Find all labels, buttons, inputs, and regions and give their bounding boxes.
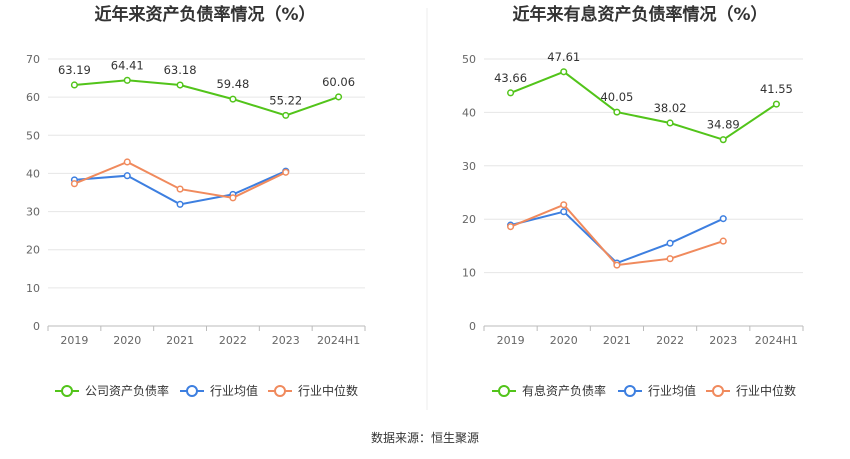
data-point	[666, 239, 674, 247]
y-tick-label: 0	[469, 320, 476, 333]
y-tick-label: 50	[26, 129, 40, 142]
legend-marker	[186, 385, 198, 397]
legend-label[interactable]: 行业均值	[648, 383, 696, 398]
y-tick-label: 20	[26, 244, 40, 257]
data-point	[282, 111, 290, 119]
data-label: 41.55	[760, 82, 793, 96]
y-tick-label: 30	[462, 160, 476, 173]
x-tick-label: 2024H1	[317, 334, 360, 347]
legend-label[interactable]: 行业中位数	[298, 383, 358, 398]
data-point	[123, 172, 131, 180]
y-tick-label: 0	[33, 320, 40, 333]
data-label: 43.66	[494, 71, 527, 85]
data-point	[507, 223, 515, 231]
data-point	[719, 136, 727, 144]
x-tick-label: 2020	[113, 334, 141, 347]
data-point	[613, 108, 621, 116]
data-point	[666, 255, 674, 263]
data-label: 60.06	[322, 75, 355, 89]
data-point	[613, 261, 621, 269]
data-label: 63.18	[164, 63, 197, 77]
legend-label[interactable]: 行业均值	[210, 383, 258, 398]
data-label: 47.61	[547, 50, 580, 64]
y-tick-label: 10	[26, 282, 40, 295]
y-tick-label: 50	[462, 53, 476, 66]
legend-marker	[274, 385, 286, 397]
x-tick-label: 2024H1	[755, 334, 798, 347]
y-tick-label: 20	[462, 213, 476, 226]
data-label: 59.48	[216, 77, 249, 91]
data-point	[229, 95, 237, 103]
data-label: 64.41	[111, 58, 144, 72]
x-tick-label: 2021	[603, 334, 631, 347]
data-point	[282, 168, 290, 176]
legend-marker	[498, 385, 510, 397]
y-tick-label: 60	[26, 91, 40, 104]
y-tick-label: 10	[462, 267, 476, 280]
x-tick-label: 2020	[550, 334, 578, 347]
data-point	[70, 81, 78, 89]
x-tick-label: 2023	[272, 334, 300, 347]
data-point	[560, 208, 568, 216]
y-tick-label: 30	[26, 206, 40, 219]
series-line-1	[510, 70, 777, 141]
legend-marker	[624, 385, 636, 397]
data-point	[176, 185, 184, 193]
data-point	[560, 68, 568, 76]
data-point	[176, 200, 184, 208]
data-point	[507, 89, 515, 97]
data-point	[229, 194, 237, 202]
data-point	[335, 93, 343, 101]
x-tick-label: 2019	[60, 334, 88, 347]
chart-title-1: 近年来资产负债率情况（%）	[94, 4, 315, 25]
data-point	[719, 215, 727, 223]
data-point	[123, 76, 131, 84]
data-label: 38.02	[654, 101, 687, 115]
x-tick-label: 2022	[219, 334, 247, 347]
data-point	[772, 100, 780, 108]
series-line-3	[510, 203, 724, 267]
data-label: 34.89	[707, 118, 740, 132]
legend-marker	[61, 385, 73, 397]
x-tick-label: 2019	[497, 334, 525, 347]
data-point	[560, 201, 568, 209]
series-line-1	[74, 79, 339, 117]
data-label: 40.05	[600, 90, 633, 104]
source-note: 数据来源：恒生聚源	[371, 430, 479, 445]
y-tick-label: 40	[462, 106, 476, 119]
data-point	[176, 81, 184, 89]
legend-marker	[712, 385, 724, 397]
data-point	[70, 180, 78, 188]
data-label: 63.19	[58, 63, 91, 77]
y-tick-label: 70	[26, 53, 40, 66]
x-tick-label: 2021	[166, 334, 194, 347]
legend-label[interactable]: 行业中位数	[736, 383, 796, 398]
data-point	[123, 158, 131, 166]
x-tick-label: 2023	[709, 334, 737, 347]
x-tick-label: 2022	[656, 334, 684, 347]
data-point	[719, 237, 727, 245]
chart-title-2: 近年来有息资产负债率情况（%）	[512, 4, 767, 25]
legend-label[interactable]: 有息资产负债率	[522, 383, 606, 398]
y-tick-label: 40	[26, 167, 40, 180]
data-label: 55.22	[269, 93, 302, 107]
data-point	[666, 119, 674, 127]
legend-label[interactable]: 公司资产负债率	[85, 383, 169, 398]
